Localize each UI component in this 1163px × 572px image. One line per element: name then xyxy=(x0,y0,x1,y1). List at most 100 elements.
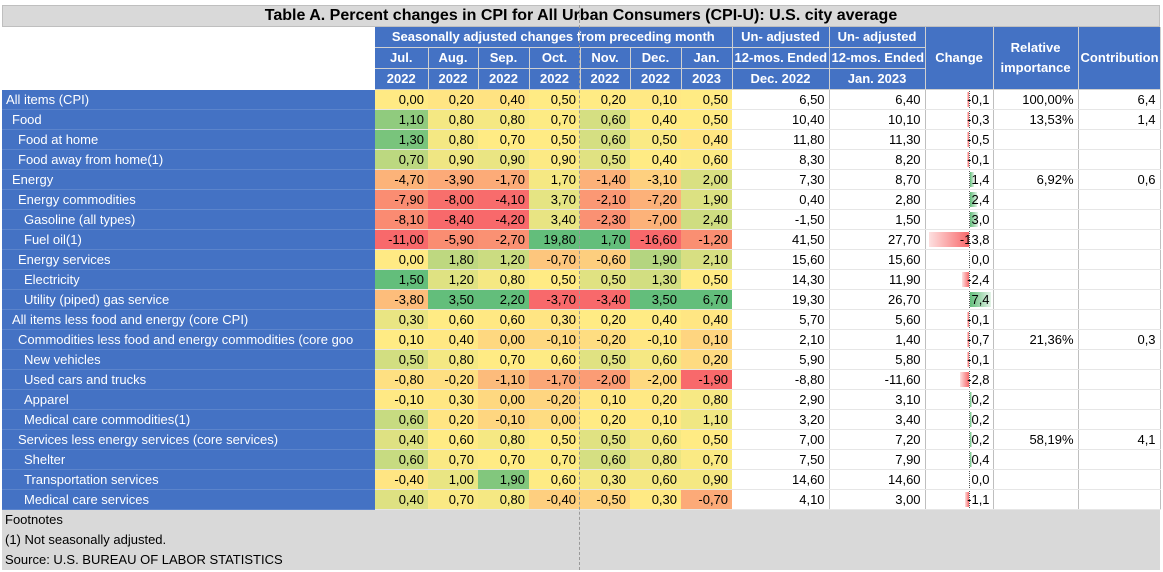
relative-importance-cell xyxy=(993,409,1079,430)
monthly-change-cell: 0,60 xyxy=(478,309,529,330)
monthly-change-cell: -0,40 xyxy=(529,489,580,510)
change-value: 0,4 xyxy=(971,452,990,467)
change-cell: 2,4 xyxy=(925,189,994,210)
table-row: Fuel oil(1) -11,00 -5,90 -2,70 19,80 1,70 -16,… xyxy=(2,229,1161,250)
change-databar xyxy=(969,412,972,427)
monthly-change-cell: 3,50 xyxy=(630,289,681,310)
header-month-top: Sep. xyxy=(478,47,530,69)
contribution-cell xyxy=(1078,269,1161,290)
unadjusted-jan-cell: 7,90 xyxy=(829,449,926,470)
change-axis xyxy=(968,151,970,168)
monthly-change-cell: -3,90 xyxy=(428,169,478,190)
header-unadj-dec-line1: Un- adjusted xyxy=(732,27,830,48)
monthly-change-cell: 0,70 xyxy=(375,149,428,170)
monthly-change-cell: 0,30 xyxy=(529,309,580,330)
unadjusted-dec-cell: 14,60 xyxy=(732,469,830,490)
change-value: -2,4 xyxy=(967,272,990,287)
monthly-change-cell: -8,10 xyxy=(375,209,428,230)
change-databar xyxy=(928,232,969,247)
row-label: Utility (piped) gas service xyxy=(2,289,375,310)
change-value: 0,2 xyxy=(971,412,990,427)
monthly-change-cell: 1,90 xyxy=(630,249,681,270)
change-cell: -0,1 xyxy=(925,349,994,370)
table-row: Gasoline (all types) -8,10 -8,40 -4,20 3,40-… xyxy=(2,209,1161,230)
row-label: Medical care commodities(1) xyxy=(2,409,375,430)
change-axis xyxy=(968,491,970,508)
contribution-cell xyxy=(1078,449,1161,470)
change-axis xyxy=(968,271,970,288)
monthly-change-cell: -2,70 xyxy=(478,229,529,250)
row-label: Fuel oil(1) xyxy=(2,229,375,250)
monthly-change-cell: 0,70 xyxy=(478,449,529,470)
row-label: Food xyxy=(2,109,375,130)
change-value: 1,4 xyxy=(971,172,990,187)
change-axis xyxy=(968,351,970,368)
row-label: Medical care services xyxy=(2,489,375,510)
header-month-top: Jul. xyxy=(375,47,429,69)
relative-importance-cell xyxy=(993,389,1079,410)
monthly-change-cell: 0,80 xyxy=(681,389,733,410)
change-value: -0,1 xyxy=(967,152,990,167)
header-month-top: Aug. xyxy=(428,47,479,69)
header-sa-group: Seasonally adjusted changes from precedi… xyxy=(375,27,733,48)
monthly-change-cell: 0,60 xyxy=(630,429,681,450)
monthly-change-cell: 0,60 xyxy=(529,349,580,370)
row-label: Electricity xyxy=(2,269,375,290)
monthly-change-cell: 1,10 xyxy=(681,409,733,430)
monthly-change-cell: 3,40 xyxy=(529,209,580,230)
unadjusted-dec-cell: 7,00 xyxy=(732,429,830,450)
monthly-change-cell: 0,50 xyxy=(529,269,580,290)
change-axis xyxy=(968,131,970,148)
change-axis xyxy=(968,91,970,108)
contribution-cell: 1,4 xyxy=(1078,109,1161,130)
change-value: 0,2 xyxy=(971,392,990,407)
relative-importance-cell: 13,53% xyxy=(993,109,1079,130)
monthly-change-cell: 0,50 xyxy=(681,109,733,130)
monthly-change-cell: -4,20 xyxy=(478,209,529,230)
unadjusted-dec-cell: 41,50 xyxy=(732,229,830,250)
monthly-change-cell: -0,80 xyxy=(375,369,428,390)
monthly-change-cell: -3,10 xyxy=(630,169,681,190)
monthly-change-cell: 0,10 xyxy=(580,389,630,410)
monthly-change-cell: 0,60 xyxy=(630,349,681,370)
header-month-year: 2022 xyxy=(529,68,581,90)
monthly-change-cell: 0,20 xyxy=(580,409,630,430)
change-axis xyxy=(968,231,970,248)
change-value: -0,1 xyxy=(967,312,990,327)
footnotes-heading: Footnotes xyxy=(2,510,1160,530)
row-label: Used cars and trucks xyxy=(2,369,375,390)
table-title: Table A. Percent changes in CPI for All … xyxy=(2,5,1160,27)
header-blank xyxy=(2,27,375,90)
contribution-cell xyxy=(1078,469,1161,490)
monthly-change-cell: -7,00 xyxy=(630,209,681,230)
monthly-change-cell: -7,90 xyxy=(375,189,428,210)
monthly-change-cell: 0,60 xyxy=(681,149,733,170)
monthly-change-cell: 0,80 xyxy=(428,349,478,370)
monthly-change-cell: -1,20 xyxy=(681,229,733,250)
change-databar xyxy=(961,272,969,287)
contribution-cell xyxy=(1078,369,1161,390)
monthly-change-cell: 0,00 xyxy=(375,249,428,270)
change-cell: 3,0 xyxy=(925,209,994,230)
change-value: 0,2 xyxy=(971,432,990,447)
unadjusted-dec-cell: 4,10 xyxy=(732,489,830,510)
monthly-change-cell: 1,70 xyxy=(529,169,580,190)
header-month-year: 2022 xyxy=(580,68,631,90)
monthly-change-cell: 0,10 xyxy=(630,89,681,110)
table-row: All items (CPI) 0,00 0,20 0,40 0,50 0,20 0,10 0… xyxy=(2,89,1161,110)
monthly-change-cell: -0,10 xyxy=(630,329,681,350)
monthly-change-cell: -16,60 xyxy=(630,229,681,250)
monthly-change-cell: 0,20 xyxy=(580,89,630,110)
change-value: -2,8 xyxy=(967,372,990,387)
relative-importance-cell xyxy=(993,149,1079,170)
contribution-cell xyxy=(1078,129,1161,150)
relative-importance-cell xyxy=(993,489,1079,510)
monthly-change-cell: 0,30 xyxy=(375,309,428,330)
unadjusted-jan-cell: 10,10 xyxy=(829,109,926,130)
change-axis xyxy=(968,331,970,348)
monthly-change-cell: 0,60 xyxy=(630,469,681,490)
change-axis xyxy=(968,371,970,388)
change-axis xyxy=(968,311,970,328)
unadjusted-dec-cell: 11,80 xyxy=(732,129,830,150)
monthly-change-cell: -1,70 xyxy=(478,169,529,190)
